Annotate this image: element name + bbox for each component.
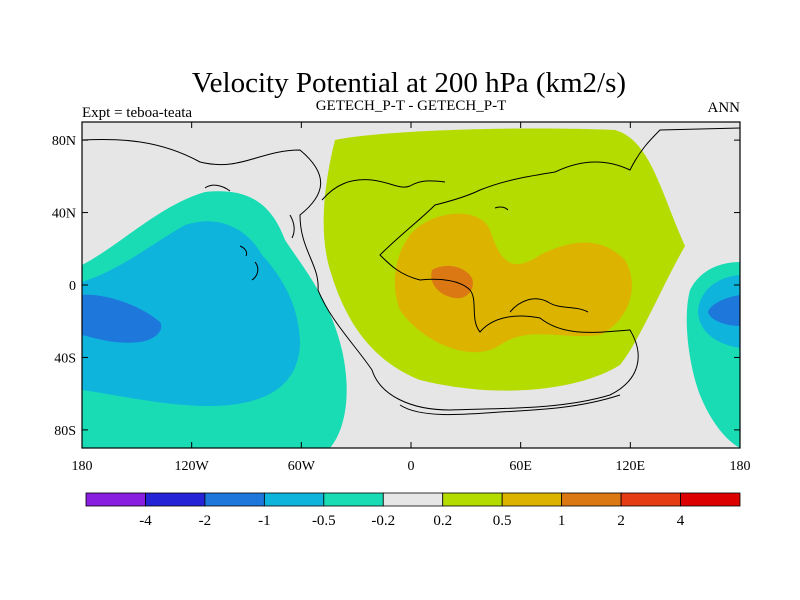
colorbar-swatch: [323, 492, 384, 507]
colorbar-label: -0.2: [371, 513, 395, 529]
island-4: [289, 214, 295, 239]
contour-fill-layer: [82, 127, 740, 448]
island-2: [239, 245, 248, 257]
y-tick-label: 40N: [52, 207, 76, 222]
colorbar-label: -1: [258, 513, 271, 529]
colorbar-swatch: [382, 492, 444, 507]
y-tick-label: 80S: [54, 424, 76, 439]
colorbar-label: -2: [199, 513, 212, 529]
colorbar-swatch: [145, 492, 206, 507]
colorbar-swatch: [85, 492, 146, 507]
region-negative-low: [82, 294, 162, 343]
x-tick-label: 120W: [175, 459, 210, 474]
y-tick-label: 80N: [52, 134, 76, 149]
region-negative-low-east: [708, 295, 740, 326]
colorbar-swatch: [442, 492, 503, 507]
colorbar-swatch: [620, 492, 681, 507]
y-tick-label: 40S: [54, 351, 76, 366]
colorbar: -4 -2 -1 -0.5 -0.2 0.2 0.5 1 2 4: [85, 492, 741, 529]
colorbar-swatch: [263, 492, 325, 507]
coastline-inland: [509, 298, 589, 313]
region-positive-mid: [394, 213, 632, 353]
coastline-north: [321, 179, 446, 201]
chart-title: Velocity Potential at 200 hPa (km2/s): [192, 67, 626, 99]
x-tick-label: 120E: [616, 459, 646, 474]
island-1: [204, 184, 231, 192]
model-label: GETECH_P-T - GETECH_P-T: [316, 98, 507, 114]
colorbar-label: 4: [677, 513, 685, 529]
y-axis: 80N 40N 0 40S 80S: [52, 134, 740, 439]
x-tick-label: 60W: [288, 459, 316, 474]
colorbar-label: 2: [617, 513, 625, 529]
coastlines: [82, 127, 740, 416]
colorbar-label: 0.5: [493, 513, 512, 529]
island-3: [251, 261, 259, 281]
expt-label: Expt = teboa-teata: [82, 105, 192, 121]
x-tick-label: 180: [730, 459, 751, 474]
x-tick-label: 0: [408, 459, 415, 474]
region-negative-mid: [82, 221, 300, 407]
y-tick-label: 0: [69, 279, 76, 294]
region-positive-high: [431, 265, 473, 299]
x-axis: 180 120W 60W 0 60E 120E 180: [72, 122, 751, 474]
colorbar-swatch: [680, 492, 741, 507]
colorbar-label: 0.2: [433, 513, 452, 529]
island-5: [494, 206, 509, 211]
x-tick-label: 60E: [509, 459, 532, 474]
colorbar-swatch: [501, 492, 563, 507]
x-tick-label: 180: [72, 459, 93, 474]
colorbar-swatch: [561, 492, 622, 507]
season-label: ANN: [708, 100, 741, 116]
coastline-main: [82, 127, 740, 411]
colorbar-label: 1: [558, 513, 566, 529]
colorbar-label: -4: [139, 513, 152, 529]
colorbar-label: -0.5: [312, 513, 336, 529]
coastline-south: [399, 394, 621, 416]
colorbar-swatch: [204, 492, 265, 507]
